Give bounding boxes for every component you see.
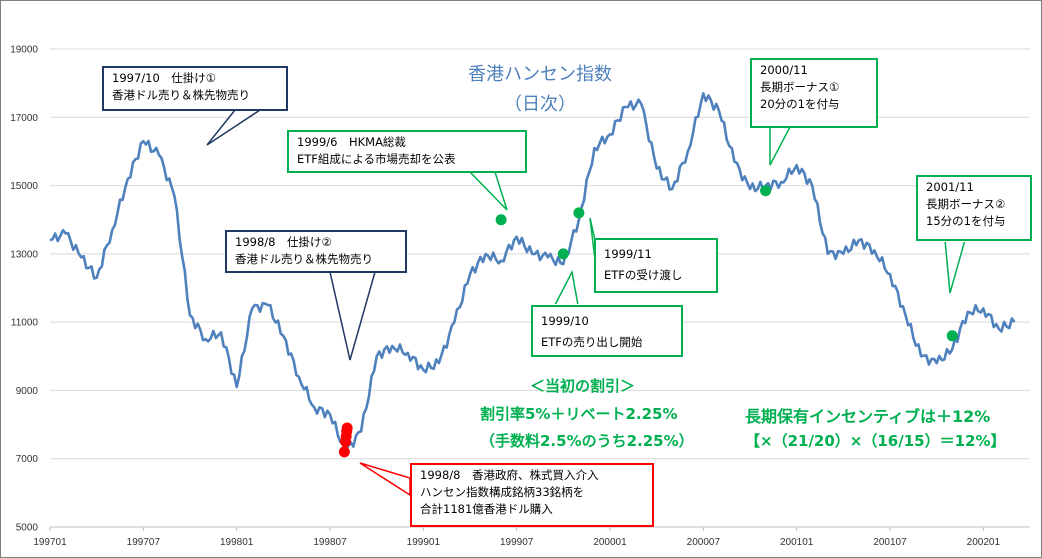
x-tick-label: 199907 [500, 537, 534, 548]
y-tick-label: 9000 [16, 386, 39, 397]
x-tick-label: 200001 [593, 537, 627, 548]
x-tick-label: 199801 [220, 537, 254, 548]
green-marker [557, 248, 569, 260]
annotation-1997-10: 1997/10 仕掛け① 香港ドル売り＆株先物売り [102, 66, 288, 111]
annotation-line: ETFの売り出し開始 [541, 335, 643, 349]
annotation-line: 2000/11 [760, 63, 808, 77]
x-tick-label: 200201 [967, 537, 1001, 548]
annotation-line: 15分の1を付与 [926, 214, 1006, 228]
annotation-line: 1999/11 [604, 247, 652, 261]
annotation-line: 1998/8 香港政府、株式買入介入 [420, 468, 599, 482]
discount-rate: 割引率5%＋リベート2.25% [480, 405, 678, 423]
annotation-1999-11: 1999/11 ETFの受け渡し [594, 238, 718, 293]
pointer-a7 [944, 239, 966, 294]
y-axis-ticks: 5000 7000 9000 11000 13000 15000 17000 19000 [10, 45, 38, 534]
green-marker [573, 207, 585, 219]
annotation-line: 1997/10 仕掛け① [112, 71, 217, 85]
x-tick-label: 199701 [33, 537, 67, 548]
x-tick-label: 199807 [313, 537, 347, 548]
chart-subtitle: （日次） [504, 94, 576, 115]
y-tick-label: 15000 [10, 181, 38, 192]
annotation-line: 20分の1を付与 [760, 97, 840, 111]
pointer-a5 [553, 269, 579, 306]
x-tick-label: 199707 [127, 537, 161, 548]
green-marker [946, 330, 958, 342]
annotation-line: 長期ボーナス② [926, 197, 1006, 211]
green-marker [760, 185, 772, 197]
event-markers [338, 185, 958, 458]
annotation-line: 長期ボーナス① [760, 80, 840, 94]
discount-heading: ＜当初の割引＞ [530, 377, 636, 395]
annotation-1999-6: 1999/6 HKMA総裁 ETF組成による市場売却を公表 [287, 130, 527, 173]
series-line-hang-seng [49, 92, 1016, 454]
annotation-line: 1999/10 [541, 314, 589, 328]
y-tick-label: 11000 [11, 318, 39, 329]
annotation-line: 1999/6 HKMA総裁 [297, 135, 406, 149]
discount-fee-note: （手数料2.5%のうち2.25%） [480, 432, 694, 450]
y-tick-label: 19000 [10, 45, 38, 56]
green-marker [495, 214, 507, 226]
annotation-line: ハンセン指数構成銘柄33銘柄を [420, 485, 585, 499]
incentive-formula: 【×（21/20）×（16/15）＝12%】 [745, 432, 1006, 450]
pointer-a8 [359, 462, 411, 497]
x-tick-label: 200101 [780, 537, 814, 548]
y-tick-label: 5000 [16, 523, 39, 534]
annotation-line: 1998/8 仕掛け② [235, 235, 332, 249]
pointer-a6 [769, 126, 792, 166]
annotation-line: 香港ドル売り＆株先物売り [235, 252, 373, 266]
red-marker [338, 446, 350, 458]
annotation-1999-10: 1999/10 ETFの売り出し開始 [531, 305, 683, 357]
chart-title-main: 香港ハンセン指数 [468, 64, 612, 85]
annotation-line: 2001/11 [926, 180, 974, 194]
pointer-a1 [206, 109, 263, 146]
pointer-a3 [468, 171, 508, 211]
y-tick-label: 13000 [10, 249, 38, 260]
annotation-line: ETFの受け渡し [604, 268, 683, 282]
red-marker [341, 422, 353, 434]
x-tick-label: 200007 [687, 537, 721, 548]
x-tick-label: 199901 [407, 537, 441, 548]
y-tick-label: 17000 [10, 113, 38, 124]
x-axis-ticks: 199701 199707 199801 199807 199901 199907 2000… [33, 527, 1000, 548]
annotation-1998-8-trigger: 1998/8 仕掛け② 香港ドル売り＆株先物売り [225, 230, 407, 273]
chart-title: 香港ハンセン指数 （日次） [430, 60, 650, 116]
pointer-a2 [329, 271, 376, 361]
annotation-line: ETF組成による市場売却を公表 [297, 152, 456, 166]
annotation-1998-8-intervention: 1998/8 香港政府、株式買入介入 ハンセン指数構成銘柄33銘柄を 合計118… [410, 463, 654, 527]
y-tick-label: 7000 [16, 454, 39, 465]
x-tick-label: 200107 [873, 537, 907, 548]
annotation-2001-11: 2001/11 長期ボーナス② 15分の1を付与 [916, 175, 1032, 241]
annotation-line: 香港ドル売り＆株先物売り [112, 88, 250, 102]
annotation-line: 合計1181億香港ドル購入 [420, 502, 553, 516]
incentive-text: 長期保有インセンティブは＋12% [745, 407, 991, 426]
annotation-2000-11: 2000/11 長期ボーナス① 20分の1を付与 [750, 58, 878, 128]
